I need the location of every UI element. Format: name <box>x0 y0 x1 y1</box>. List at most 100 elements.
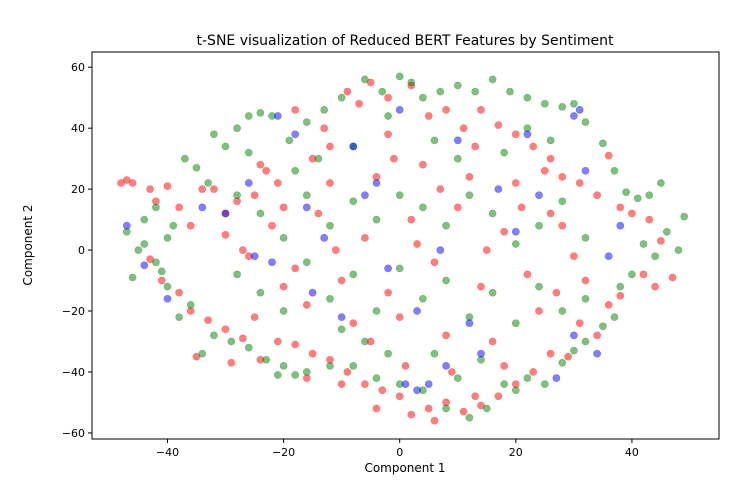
scatter-point <box>581 294 590 303</box>
scatter-point <box>151 203 160 212</box>
scatter-point <box>250 313 259 321</box>
scatter-point <box>262 166 271 175</box>
scatter-point <box>314 154 323 163</box>
scatter-point <box>564 352 572 361</box>
scatter-point <box>140 215 149 224</box>
scatter-point <box>610 313 619 321</box>
scatter-point <box>488 209 497 218</box>
scatter-point <box>221 209 230 218</box>
scatter-point <box>570 346 578 355</box>
scatter-point <box>221 230 230 239</box>
scatter-point <box>546 154 555 163</box>
scatter-point <box>552 288 561 297</box>
scatter-point <box>221 142 230 151</box>
scatter-point <box>401 361 410 370</box>
scatter-point <box>436 87 445 96</box>
scatter-point <box>616 282 625 291</box>
scatter-point <box>540 166 549 175</box>
scatter-point <box>465 191 474 200</box>
scatter-point <box>128 179 137 187</box>
scatter-point <box>366 78 375 87</box>
scatter-point <box>575 319 584 328</box>
scatter-point <box>320 124 329 133</box>
scatter-point <box>355 99 363 108</box>
scatter-point <box>279 307 288 315</box>
scatter-point <box>494 185 503 193</box>
scatter-point <box>331 246 340 254</box>
scatter-point <box>535 282 543 291</box>
scatter-point <box>599 139 607 148</box>
scatter-point <box>360 75 369 84</box>
scatter-point <box>535 307 543 315</box>
scatter-point <box>447 368 456 376</box>
scatter-point <box>372 179 381 187</box>
scatter-point <box>593 331 601 340</box>
scatter-point <box>581 166 590 175</box>
scatter-point <box>517 203 526 212</box>
scatter-point <box>535 221 543 230</box>
scatter-point <box>418 203 427 212</box>
scatter-point <box>599 322 607 331</box>
scatter-point <box>117 179 125 187</box>
scatter-point <box>343 87 352 96</box>
scatter-point <box>384 112 392 120</box>
scatter-point <box>453 203 462 212</box>
scatter-point <box>442 361 450 370</box>
scatter-point <box>529 368 538 376</box>
scatter-point <box>360 191 369 200</box>
scatter-point <box>477 349 485 358</box>
scatter-point <box>500 361 509 370</box>
scatter-point <box>430 349 439 358</box>
scatter-point <box>349 142 358 151</box>
scatter-point <box>122 176 131 184</box>
scatter-point <box>209 185 218 193</box>
scatter-point <box>407 410 416 419</box>
y-tick-label: −40 <box>62 366 85 379</box>
scatter-point <box>169 221 178 230</box>
scatter-point <box>523 270 532 279</box>
scatter-point <box>140 240 149 248</box>
scatter-point <box>581 233 590 242</box>
scatter-point <box>645 191 654 200</box>
scatter-point <box>372 307 381 315</box>
scatter-point <box>581 337 590 346</box>
scatter-point <box>233 191 241 200</box>
scatter-point <box>343 368 352 376</box>
scatter-point <box>291 130 300 139</box>
scatter-point <box>511 240 520 248</box>
scatter-point <box>192 352 201 361</box>
scatter-point <box>285 136 294 145</box>
scatter-point <box>244 179 253 187</box>
scatter-point <box>163 233 172 242</box>
x-axis-label: Component 1 <box>364 461 445 475</box>
scatter-point <box>273 179 282 187</box>
scatter-point <box>204 179 212 187</box>
scatter-point <box>674 246 683 254</box>
scatter-point <box>146 255 154 264</box>
scatter-point <box>360 380 369 388</box>
scatter-point <box>680 212 689 221</box>
scatter-point <box>651 252 659 261</box>
scatter-point <box>262 355 271 364</box>
scatter-point <box>575 106 584 114</box>
scatter-point <box>453 374 462 382</box>
scatter-point <box>465 319 474 328</box>
scatter-point <box>424 380 433 388</box>
scatter-point <box>326 142 334 151</box>
scatter-point <box>146 185 154 193</box>
scatter-point <box>471 87 480 96</box>
scatter-point <box>128 273 137 282</box>
scatter-point <box>389 154 398 163</box>
scatter-point <box>465 172 474 181</box>
scatter-point <box>558 172 567 181</box>
scatter-point <box>372 215 381 224</box>
scatter-point <box>326 221 334 230</box>
scatter-point <box>198 349 207 358</box>
scatter-point <box>395 191 404 200</box>
scatter-point <box>314 209 323 218</box>
scatter-point <box>291 264 300 273</box>
scatter-point <box>256 109 265 117</box>
x-tick-label: 20 <box>509 446 523 459</box>
scatter-point <box>395 264 404 273</box>
